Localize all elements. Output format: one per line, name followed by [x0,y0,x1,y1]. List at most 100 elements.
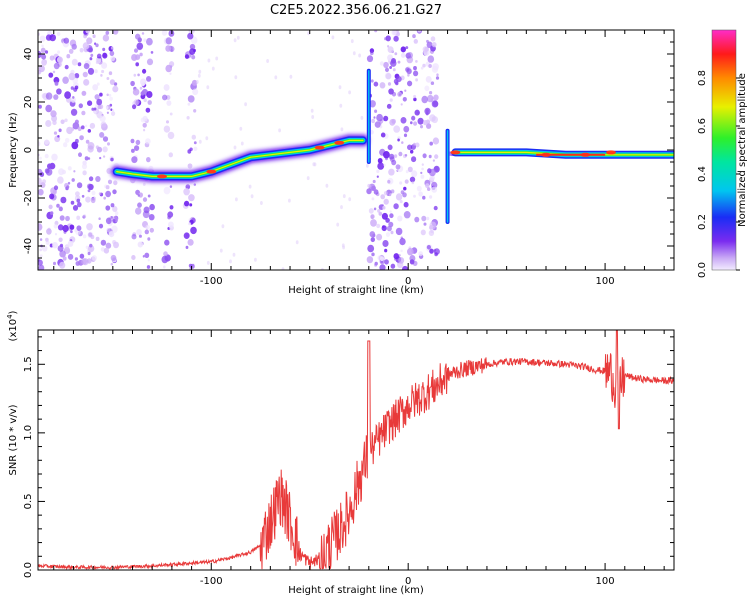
noise-blob [38,69,42,75]
colorbar-gradient [712,30,736,270]
noise-blob [191,217,196,224]
noise-blob [168,221,174,228]
noise-blob [53,94,59,100]
noise-blob [433,248,440,255]
noise-blob [71,43,77,50]
noise-blob [137,241,143,248]
noise-blob [370,79,374,83]
noise-blob [206,85,210,90]
noise-blob [112,206,118,212]
noise-blob [383,151,390,159]
noise-blob [51,153,58,161]
noise-blob [430,81,435,85]
noise-blob [161,255,169,264]
noise-blob [219,248,223,253]
noise-blob [185,245,189,249]
noise-blob [420,171,423,175]
noise-blob [106,93,109,97]
noise-blob [373,116,376,119]
noise-blob [109,96,113,101]
noise-blob [102,47,106,52]
noise-blob [136,229,142,236]
noise-blob [374,109,378,113]
noise-blob [135,139,141,145]
noise-blob [192,88,199,96]
noise-blob [391,159,397,166]
noise-blob [142,122,147,128]
noise-blob [149,203,155,211]
noise-blob [83,63,90,70]
noise-blob [77,126,82,132]
noise-blob [380,132,386,138]
noise-blob [289,74,293,79]
noise-blob [132,88,140,96]
x-tick-label: -100 [200,276,223,287]
noise-blob [407,166,413,173]
noise-blob [369,100,376,108]
noise-blob [410,121,413,125]
noise-blob [376,175,379,178]
noise-blob [376,233,383,241]
noise-blob [61,169,66,175]
noise-blob [108,93,112,97]
noise-blob [184,54,190,59]
noise-blob [38,104,42,109]
noise-blob [110,216,113,219]
noise-blob [415,142,420,148]
noise-blob [436,73,439,77]
noise-blob [100,121,107,128]
noise-blob [388,88,394,95]
noise-blob [374,261,378,266]
colorbar-tick-labels: 0.0 0.2 0.4 0.6 0.8 [697,70,740,278]
noise-blob [112,109,115,112]
noise-blob [83,79,90,86]
noise-blob [367,183,371,188]
noise-blob [295,240,299,245]
noise-blob [374,121,381,128]
noise-blob [45,237,49,242]
noise-blob [274,75,278,80]
noise-blob [428,230,435,236]
noise-blob [98,217,101,220]
noise-blob [133,73,137,77]
noise-blob [165,37,172,45]
noise-blob [381,212,388,220]
noise-blob [64,118,68,123]
noise-blob [99,156,102,160]
noise-blob [189,43,196,50]
noise-blob [136,42,144,50]
noise-blob [65,215,70,222]
noise-blob [82,42,90,50]
noise-blob [141,82,145,87]
noise-blob [420,66,424,70]
noise-blob [405,170,409,174]
noise-blob [130,80,135,87]
x-tick-label: 0 [405,276,411,287]
noise-blob [377,162,385,170]
noise-blob [96,82,100,86]
noise-blob [206,260,210,265]
noise-blob [109,79,115,85]
noise-blob [100,239,107,246]
noise-blob [388,168,395,176]
noise-blob [135,33,141,40]
noise-blob [402,97,407,102]
noise-blob [403,125,410,133]
noise-blob [400,103,403,106]
noise-blob [92,84,99,91]
noise-blob [95,176,101,182]
noise-blob [72,205,79,211]
noise-blob [113,180,118,186]
noise-blob [78,103,84,109]
noise-blob [189,203,193,207]
noise-blob [98,223,104,229]
noise-blob [370,214,375,220]
noise-blob [161,30,168,36]
noise-blob [106,77,110,80]
noise-blob [87,67,95,75]
noise-blob [234,75,238,80]
noise-blob [416,185,422,192]
noise-blob [166,100,172,106]
noise-blob [369,129,374,135]
noise-blob [82,170,87,176]
